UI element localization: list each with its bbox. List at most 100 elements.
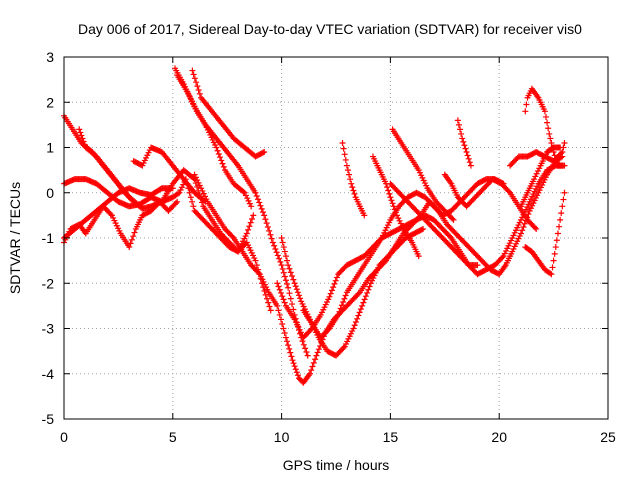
data-point [387, 194, 394, 201]
data-point [460, 138, 467, 145]
data-point [253, 192, 260, 199]
data-point [458, 130, 465, 137]
data-point [355, 290, 362, 297]
data-point [392, 209, 399, 216]
data-point [553, 237, 560, 244]
data-point [340, 344, 347, 351]
data-point [190, 71, 197, 78]
data-point [286, 265, 293, 272]
data-point [389, 200, 396, 207]
data-point [218, 157, 225, 164]
data-point [175, 190, 182, 197]
data-point [220, 163, 227, 170]
data-point [325, 326, 332, 333]
data-point [275, 307, 282, 314]
data-point [447, 233, 454, 240]
data-point [81, 141, 88, 148]
data-point [265, 299, 272, 306]
data-point [289, 357, 296, 364]
data-point [393, 212, 400, 219]
data-point [461, 142, 468, 149]
data-point [464, 152, 471, 159]
data-point [546, 130, 553, 137]
data-point [328, 287, 335, 294]
data-point [359, 302, 366, 309]
data-point [195, 86, 202, 93]
data-point [357, 306, 364, 313]
x-tick-label: 20 [491, 429, 507, 445]
data-point [561, 189, 568, 196]
data-point [275, 283, 282, 290]
y-tick-label: -3 [42, 321, 55, 337]
data-point [131, 229, 138, 236]
data-point [552, 244, 559, 251]
data-point [499, 254, 506, 261]
y-tick-label: -1 [42, 230, 55, 246]
data-point [356, 309, 363, 316]
data-point [361, 212, 368, 219]
data-point [300, 341, 307, 348]
data-point [556, 223, 563, 230]
data-point [362, 293, 369, 300]
data-point [169, 185, 176, 192]
data-point [284, 338, 291, 345]
data-point [308, 367, 315, 374]
data-point [187, 194, 194, 201]
data-point [557, 144, 564, 151]
data-point [130, 233, 137, 240]
data-point [107, 211, 114, 218]
data-point [191, 75, 198, 82]
data-point [467, 162, 474, 169]
data-point [558, 150, 565, 157]
data-point [293, 369, 300, 376]
data-point [384, 184, 391, 191]
data-point [330, 284, 337, 291]
data-point [386, 190, 393, 197]
data-point [192, 174, 199, 181]
data-point [355, 312, 362, 319]
data-point [191, 171, 198, 178]
data-point [361, 296, 368, 303]
data-point [281, 299, 288, 306]
data-point [243, 230, 250, 237]
data-point [297, 295, 304, 302]
data-point [280, 296, 287, 303]
data-point [273, 249, 280, 256]
data-point [194, 183, 201, 190]
data-point [315, 346, 322, 353]
data-point [259, 209, 266, 216]
data-point [250, 212, 257, 219]
data-point [523, 101, 530, 108]
data-point [338, 302, 345, 309]
data-point [240, 188, 247, 195]
data-point [287, 349, 294, 356]
data-point [196, 90, 203, 97]
data-point [177, 187, 184, 194]
data-point [291, 280, 298, 287]
data-point [454, 117, 461, 124]
data-point [194, 83, 201, 90]
data-point [268, 235, 275, 242]
data-point [261, 149, 268, 156]
data-point [279, 239, 286, 246]
data-point [560, 196, 567, 203]
data-point [533, 225, 540, 232]
data-point [541, 108, 548, 115]
data-point [279, 320, 286, 327]
data-point [127, 240, 134, 247]
data-point [80, 138, 87, 145]
data-point [335, 311, 342, 318]
x-tick-label: 25 [600, 429, 616, 445]
data-point [253, 262, 260, 269]
y-tick-label: -5 [42, 411, 55, 427]
data-point [395, 215, 402, 222]
data-point [343, 162, 350, 169]
data-point [203, 196, 210, 203]
data-point [254, 196, 261, 203]
data-point [399, 223, 406, 230]
data-point [245, 197, 252, 204]
data-point [284, 281, 291, 288]
data-point [465, 155, 472, 162]
data-point [533, 170, 540, 177]
data-point [420, 225, 427, 232]
